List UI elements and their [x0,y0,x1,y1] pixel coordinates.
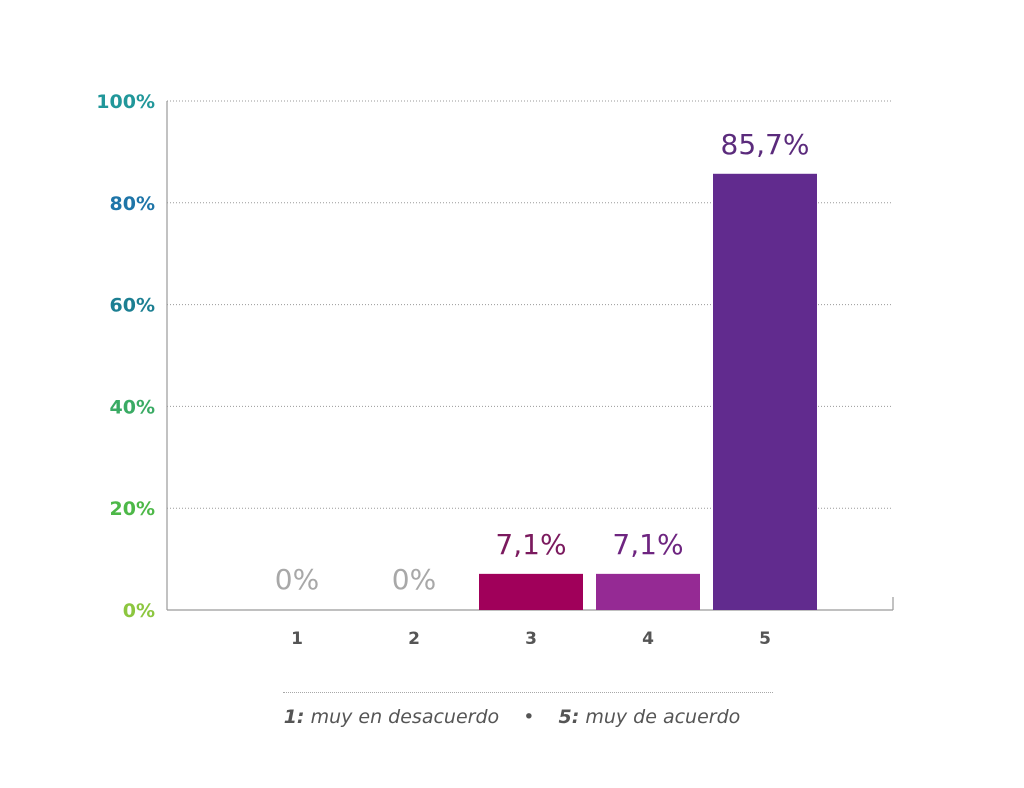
x-tick-label-2: 2 [408,629,420,649]
legend-low-key: 1: [283,706,305,728]
data-label-2: 0% [392,563,436,596]
legend-high-key: 5: [558,706,580,728]
x-tick-label-3: 3 [525,629,537,649]
scale-legend: 1: muy en desacuerdo • 5: muy de acuerdo [0,706,1024,728]
legend-separator: • [523,706,535,728]
legend-low-text: muy en desacuerdo [310,706,500,728]
y-tick-label-80: 80% [110,193,155,215]
legend-divider [283,692,773,693]
y-tick-labels: 0% 20% 40% 60% 80% 100% [96,91,155,622]
bar-5 [713,173,817,611]
y-tick-label-20: 20% [110,498,155,520]
y-tick-label-100: 100% [96,91,155,113]
data-label-4: 7,1% [612,528,683,561]
x-tick-label-1: 1 [291,629,303,649]
data-label-1: 0% [275,563,319,596]
bar-4 [596,573,700,610]
bar-3 [479,573,583,610]
bar-1 [245,609,349,610]
x-tick-label-4: 4 [642,629,654,649]
bars [245,173,817,611]
gridlines [167,100,893,509]
data-labels: 0% 0% 7,1% 7,1% 85,7% [275,128,810,596]
y-tick-label-0: 0% [123,600,155,622]
y-tick-label-60: 60% [110,295,155,317]
x-tick-labels: 1 2 3 4 5 [291,629,771,649]
data-label-5: 85,7% [721,128,810,161]
y-tick-label-40: 40% [110,396,155,418]
data-label-3: 7,1% [495,528,566,561]
x-tick-label-5: 5 [759,629,771,649]
bar-2 [362,609,466,610]
legend-high-text: muy de acuerdo [585,706,741,728]
